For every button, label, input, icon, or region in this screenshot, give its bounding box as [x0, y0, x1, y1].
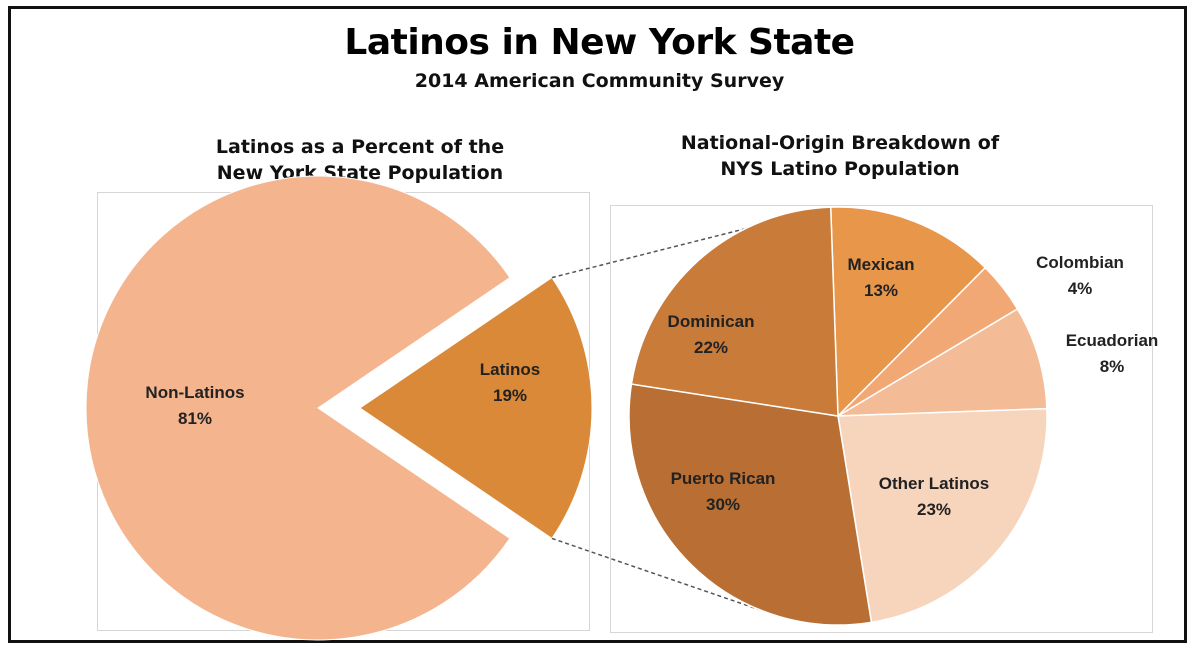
right-chart-title-line-1: National-Origin Breakdown of [680, 132, 1000, 154]
label-puerto_rican-line-1: Puerto Rican [671, 469, 776, 488]
label-latinos-line-2: 19% [493, 386, 527, 405]
label-other_latinos-line-2: 23% [917, 500, 951, 519]
connector-line-bottom [551, 537, 760, 611]
label-puerto_rican: Puerto Rican 30% [671, 469, 776, 514]
label-latinos-line-1: Latinos [480, 360, 540, 379]
slice-non_latinos [85, 175, 511, 641]
slice-labels: Non-Latinos 81% Latinos 19% Mexican 13% Colomb… [145, 253, 1158, 519]
label-other_latinos: Other Latinos 23% [879, 474, 990, 519]
label-non_latinos-line-2: 81% [178, 409, 212, 428]
slice-ecuadorian [837, 307, 1048, 417]
label-non_latinos-line-1: Non-Latinos [145, 383, 244, 402]
label-ecuadorian: Ecuadorian 8% [1066, 331, 1159, 376]
label-mexican-line-1: Mexican [847, 255, 914, 274]
slice-puerto_rican [628, 383, 873, 626]
label-other_latinos-line-1: Other Latinos [879, 474, 990, 493]
label-dominican-line-2: 22% [694, 338, 728, 357]
slice-mexican [829, 206, 987, 418]
right-pie [628, 206, 1048, 626]
label-colombian: Colombian 4% [1036, 253, 1124, 298]
slice-other_latinos [837, 407, 1048, 624]
left-pie [85, 175, 593, 641]
label-non_latinos: Non-Latinos 81% [145, 383, 244, 428]
slice-latinos [359, 276, 593, 540]
label-mexican: Mexican 13% [847, 255, 914, 300]
right-chart-title-line-2: NYS Latino Population [720, 158, 960, 180]
slice-dominican [630, 206, 839, 417]
left-chart-title-line-1: Latinos as a Percent of the [215, 136, 505, 158]
label-dominican: Dominican 22% [668, 312, 755, 357]
label-ecuadorian-line-1: Ecuadorian [1066, 331, 1159, 350]
label-colombian-line-2: 4% [1068, 279, 1093, 298]
label-puerto_rican-line-2: 30% [706, 495, 740, 514]
main-title: Latinos in New York State [344, 22, 855, 63]
label-latinos: Latinos 19% [480, 360, 540, 405]
label-colombian-line-1: Colombian [1036, 253, 1124, 272]
label-mexican-line-2: 13% [864, 281, 898, 300]
right-chart-title: National-Origin Breakdown of NYS Latino … [600, 130, 1080, 182]
main-subtitle: 2014 American Community Survey [414, 70, 785, 92]
label-dominican-line-1: Dominican [668, 312, 755, 331]
label-ecuadorian-line-2: 8% [1100, 357, 1125, 376]
